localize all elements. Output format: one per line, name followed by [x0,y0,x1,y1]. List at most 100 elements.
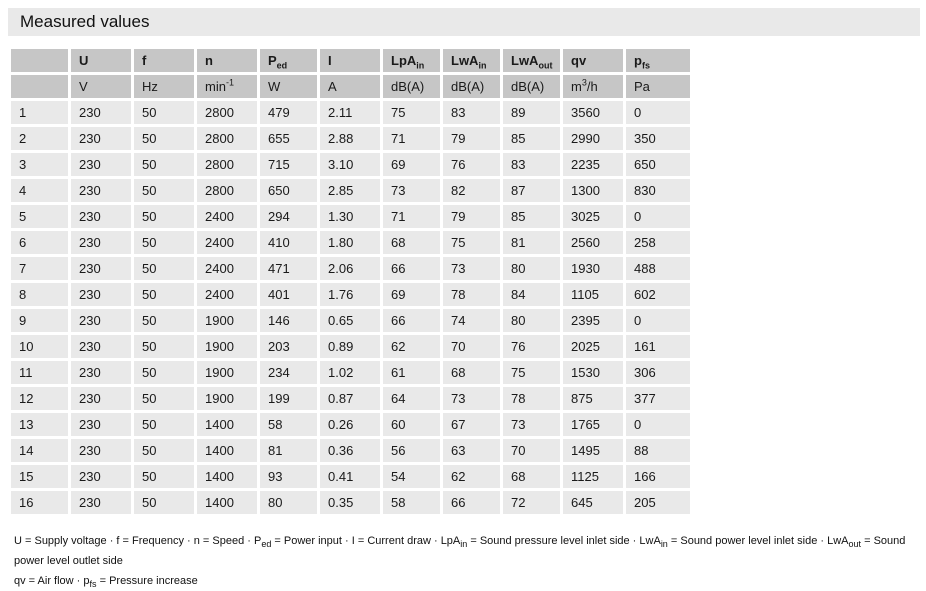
table-cell: 230 [71,387,131,410]
table-cell: 1400 [197,439,257,462]
table-cell: 3560 [563,101,623,124]
row-number-cell: 3 [11,153,68,176]
unit-cell-f: Hz [134,75,194,98]
unit-cell-pfs: Pa [626,75,690,98]
table-cell: 71 [383,127,440,150]
table-cell: 70 [503,439,560,462]
table-cell: 58 [260,413,317,436]
legend: U = Supply voltage · f = Frequency · n =… [14,531,919,591]
table-cell: 50 [134,101,194,124]
table-cell: 230 [71,283,131,306]
table-row: 15 230 50 1400 93 0.41 54 62 68 1125 166 [11,465,690,488]
table-cell: 76 [503,335,560,358]
table-cell: 83 [443,101,500,124]
table-cell: 68 [503,465,560,488]
table-cell: 1125 [563,465,623,488]
table-cell: 650 [626,153,690,176]
legend-line-2: qv = Air flow · pfs = Pressure increase [14,575,198,590]
row-number-cell: 12 [11,387,68,410]
table-cell: 60 [383,413,440,436]
table-row: 1 230 50 2800 479 2.11 75 83 89 3560 0 [11,101,690,124]
table-cell: 2235 [563,153,623,176]
table-cell: 0.26 [320,413,380,436]
table-cell: 146 [260,309,317,332]
table-cell: 62 [383,335,440,358]
table-cell: 258 [626,231,690,254]
table-cell: 479 [260,101,317,124]
table-cell: 66 [383,309,440,332]
table-cell: 2800 [197,101,257,124]
table-cell: 230 [71,309,131,332]
table-cell: 82 [443,179,500,202]
unit-cell-lwa-in: dB(A) [443,75,500,98]
table-row: 11 230 50 1900 234 1.02 61 68 75 1530 306 [11,361,690,384]
table-cell: 1900 [197,387,257,410]
table-cell: 377 [626,387,690,410]
table-cell: 50 [134,257,194,280]
table-cell: 2400 [197,283,257,306]
table-cell: 230 [71,231,131,254]
row-number-cell: 9 [11,309,68,332]
table-cell: 80 [503,309,560,332]
row-number-cell: 10 [11,335,68,358]
table-cell: 81 [260,439,317,462]
table-row: 5 230 50 2400 294 1.30 71 79 85 3025 0 [11,205,690,228]
table-cell: 85 [503,127,560,150]
header-row: U f n Ped I LpAin LwAin LwAout qv pfs [11,49,690,72]
table-row: 6 230 50 2400 410 1.80 68 75 81 2560 258 [11,231,690,254]
table-row: 13 230 50 1400 58 0.26 60 67 73 1765 0 [11,413,690,436]
page-title: Measured values [20,12,150,31]
table-cell: 78 [443,283,500,306]
table-cell: 1.76 [320,283,380,306]
table-cell: 3.10 [320,153,380,176]
table-cell: 1900 [197,309,257,332]
table-cell: 78 [503,387,560,410]
table-cell: 88 [626,439,690,462]
table-cell: 230 [71,127,131,150]
row-number-cell: 15 [11,465,68,488]
table-row: 12 230 50 1900 199 0.87 64 73 78 875 377 [11,387,690,410]
table-cell: 410 [260,231,317,254]
column-header-f: f [134,49,194,72]
table-cell: 306 [626,361,690,384]
table-row: 9 230 50 1900 146 0.65 66 74 80 2395 0 [11,309,690,332]
table-cell: 74 [443,309,500,332]
column-header-lwa-in: LwAin [443,49,500,72]
table-cell: 69 [383,153,440,176]
table-cell: 2800 [197,179,257,202]
table-cell: 68 [383,231,440,254]
table-cell: 87 [503,179,560,202]
column-header-i: I [320,49,380,72]
units-row: V Hz min-1 W A dB(A) dB(A) dB(A) m3/h Pa [11,75,690,98]
table-cell: 93 [260,465,317,488]
table-cell: 68 [443,361,500,384]
table-cell: 0.35 [320,491,380,514]
table-cell: 715 [260,153,317,176]
table-cell: 1900 [197,335,257,358]
table-cell: 54 [383,465,440,488]
row-number-cell: 5 [11,205,68,228]
table-cell: 655 [260,127,317,150]
table-cell: 2560 [563,231,623,254]
table-cell: 1400 [197,491,257,514]
table-row: 4 230 50 2800 650 2.85 73 82 87 1300 830 [11,179,690,202]
row-number-cell: 7 [11,257,68,280]
table-cell: 230 [71,101,131,124]
table-cell: 58 [383,491,440,514]
title-bar: Measured values [8,8,920,36]
table-cell: 81 [503,231,560,254]
column-header-rownum [11,49,68,72]
table-cell: 75 [383,101,440,124]
table-cell: 80 [260,491,317,514]
table-cell: 61 [383,361,440,384]
table-cell: 80 [503,257,560,280]
row-number-cell: 1 [11,101,68,124]
table-cell: 64 [383,387,440,410]
table-cell: 89 [503,101,560,124]
table-cell: 0.89 [320,335,380,358]
table-cell: 645 [563,491,623,514]
table-cell: 50 [134,309,194,332]
measured-values-table: U f n Ped I LpAin LwAin LwAout qv pfs V … [8,46,693,517]
table-cell: 230 [71,361,131,384]
table-cell: 56 [383,439,440,462]
